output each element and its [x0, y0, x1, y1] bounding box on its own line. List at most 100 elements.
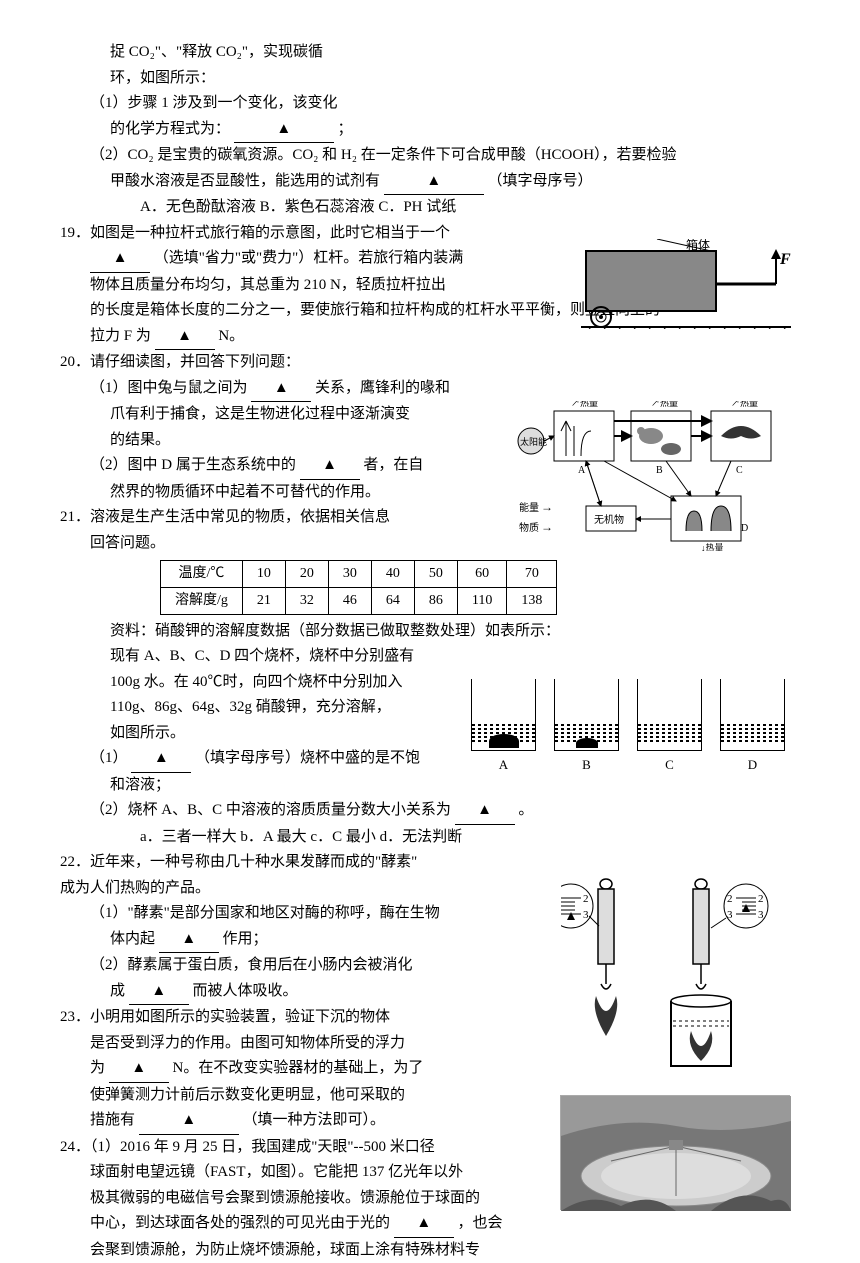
q20-text7: 者，在自	[363, 457, 423, 473]
blank-q23-1[interactable]: ▲	[109, 1056, 169, 1083]
q18-hint: （填字母序号）	[488, 173, 593, 189]
svg-text:→: →	[541, 520, 553, 534]
svg-text:3: 3	[727, 909, 733, 921]
q22-text6b: 而被人体吸收。	[193, 983, 298, 999]
q23-line4: 使弹簧测力计前后示数变化更明显，他可采取的	[60, 1083, 540, 1109]
blank-q22-1[interactable]: ▲	[159, 927, 219, 954]
table-cell: 30	[328, 561, 371, 588]
q19-line1: 19．如图是一种拉杆式旅行箱的示意图，此时它相当于一个	[60, 221, 580, 247]
q19-force-prompt: 拉力 F 为	[90, 328, 151, 344]
q24-line5: 会聚到馈源舱，为防止烧坏馈源舱，球面上涂有特殊材料专	[60, 1238, 560, 1263]
suitcase-diagram: 箱体 F	[580, 238, 790, 328]
table-cell: 46	[328, 587, 371, 614]
triangle-icon: ▲	[322, 457, 337, 473]
q24-line2: 球面射电望远镜（FAST，如图）。它能把 137 亿光年以外	[60, 1160, 560, 1186]
blank-q23-2[interactable]: ▲	[139, 1108, 239, 1135]
q23-text3b: N。在不改变实验器材的基础上，为了	[173, 1060, 424, 1076]
triangle-icon: ▲	[274, 380, 289, 396]
triangle-icon: ▲	[131, 1060, 146, 1076]
table-cell: 20	[285, 561, 328, 588]
table-row: 温度/℃ 10 20 30 40 50 60 70	[161, 561, 557, 588]
svg-text:3: 3	[758, 909, 764, 921]
ecosystem-diagram: 太阳能 A B C D 无机物 ↗热量 ↗热量 ↗热量 ↓热量 能量→ 物质→	[515, 400, 795, 550]
svg-text:→: →	[541, 500, 553, 514]
q21-line6: 110g、86g、64g、32g 硝酸钾，充分溶解，	[60, 695, 460, 721]
q21-text10: （2）烧杯 A、B、C 中溶液的溶质质量分数大小关系为	[90, 802, 451, 818]
q23-text5b: （填一种方法即可）。	[243, 1112, 386, 1128]
svg-text:物质: 物质	[519, 521, 539, 534]
table-cell: 110	[457, 587, 506, 614]
blank-q20-1[interactable]: ▲	[251, 376, 311, 403]
svg-text:↗热量: ↗热量	[651, 401, 678, 408]
table-cell: 60	[457, 561, 506, 588]
triangle-icon: ▲	[154, 750, 169, 766]
triangle-icon: ▲	[416, 1215, 431, 1231]
q21-line9: 和溶液；	[60, 773, 800, 799]
table-cell: 21	[242, 587, 285, 614]
inorganic-label: 无机物	[594, 513, 624, 526]
table-cell: 86	[414, 587, 457, 614]
q20-part1-a: （1）图中兔与鼠之间为 ▲ 关系，鹰锋利的喙和	[60, 376, 510, 403]
q21-line4: 现有 A、B、C、D 四个烧杯，烧杯中分别盛有	[60, 644, 460, 670]
triangle-icon: ▲	[113, 250, 128, 266]
q19-unit: N。	[218, 328, 244, 344]
svg-text:C: C	[736, 465, 743, 476]
fast-telescope-image	[560, 1095, 790, 1210]
table-cell: 溶解度/g	[161, 587, 243, 614]
beaker-label-c: C	[637, 754, 702, 776]
blank-q24-1[interactable]: ▲	[394, 1211, 454, 1238]
table-cell: 64	[371, 587, 414, 614]
table-cell: 10	[242, 561, 285, 588]
svg-text:2: 2	[758, 893, 764, 905]
q20-text3: 关系，鹰锋利的喙和	[315, 380, 450, 396]
svg-text:3: 3	[583, 909, 589, 921]
q22-line1: 22．近年来，一种号称由几十种水果发酵而成的"酵素"	[60, 850, 560, 876]
table-cell: 温度/℃	[161, 561, 243, 588]
q18-equation-prompt: 的化学方程式为：	[110, 121, 230, 137]
q23-text3: 为	[90, 1060, 105, 1076]
triangle-icon: ▲	[151, 983, 166, 999]
q24-line1: 24．（1）2016 年 9 月 25 日，我国建成"天眼"--500 米口径	[60, 1135, 560, 1161]
blank-q19-1[interactable]: ▲	[90, 246, 150, 273]
beaker-label-d: D	[720, 754, 785, 776]
q21-text8: （1）	[90, 750, 128, 766]
blank-q20-2[interactable]: ▲	[300, 453, 360, 480]
blank-q18-1[interactable]: ▲	[234, 117, 334, 144]
table-cell: 70	[507, 561, 557, 588]
triangle-icon: ▲	[181, 931, 196, 947]
triangle-icon: ▲	[177, 328, 192, 344]
q20-text2: （1）图中兔与鼠之间为	[90, 380, 248, 396]
svg-text:↓热量: ↓热量	[701, 542, 724, 551]
blank-q18-2[interactable]: ▲	[384, 169, 484, 196]
blank-q21-1[interactable]: ▲	[131, 746, 191, 773]
beakers-diagram: A B C D	[470, 678, 790, 768]
q22-text4: 体内起	[110, 931, 155, 947]
triangle-icon: ▲	[276, 121, 291, 137]
blank-q21-2[interactable]: ▲	[455, 798, 515, 825]
blank-q22-2[interactable]: ▲	[129, 979, 189, 1006]
q21-text8b: （填字母序号）烧杯中盛的是不饱	[195, 750, 420, 766]
q20-text6: （2）图中 D 属于生态系统中的	[90, 457, 296, 473]
beaker-label-b: B	[554, 754, 619, 776]
solubility-table: 温度/℃ 10 20 30 40 50 60 70 溶解度/g 21 32 46…	[160, 560, 557, 615]
svg-text:2: 2	[727, 893, 733, 905]
triangle-icon: ▲	[477, 802, 492, 818]
table-cell: 32	[285, 587, 328, 614]
q21-part2: （2）烧杯 A、B、C 中溶液的溶质质量分数大小关系为 ▲ 。	[60, 798, 800, 825]
blank-q19-2[interactable]: ▲	[155, 324, 215, 351]
q22-part1-a: （1）"酵素"是部分国家和地区对酶的称呼，酶在生物	[60, 901, 540, 927]
table-row: 溶解度/g 21 32 46 64 86 110 138	[161, 587, 557, 614]
q18-part2-b: 甲酸水溶液是否显酸性，能选用的试剂有 ▲ （填字母序号）	[60, 169, 800, 196]
q24-text4: 中心，到达球面各处的强烈的可见光由于光的	[90, 1215, 390, 1231]
q18-semicolon: ；	[338, 121, 353, 137]
q18-line1: 捉 CO₂"、"释放 CO₂"，实现碳循	[60, 40, 800, 66]
spring-scale-diagram: 22 33 22 33	[560, 875, 770, 1075]
q20-line1: 20．请仔细读图，并回答下列问题：	[60, 350, 800, 376]
q23-line2: 是否受到浮力的作用。由图可知物体所受的浮力	[60, 1031, 540, 1057]
table-cell: 138	[507, 587, 557, 614]
svg-text:能量: 能量	[519, 501, 539, 514]
q24-line3: 极其微弱的电磁信号会聚到馈源舱接收。馈源舱位于球面的	[60, 1186, 560, 1212]
q18-reagent-prompt: 甲酸水溶液是否显酸性，能选用的试剂有	[110, 173, 380, 189]
q22-text6: 成	[110, 983, 125, 999]
q22-text4b: 作用；	[223, 931, 268, 947]
